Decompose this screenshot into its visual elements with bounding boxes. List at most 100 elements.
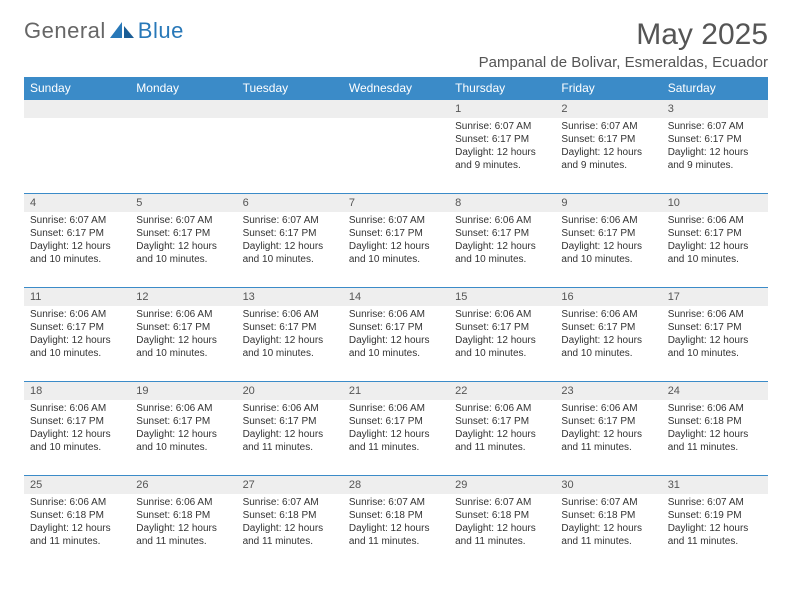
day-number-row (24, 100, 130, 118)
daylight-text: Daylight: 12 hours and 9 minutes. (561, 146, 655, 172)
calendar-day-cell: 5Sunrise: 6:07 AMSunset: 6:17 PMDaylight… (130, 194, 236, 288)
day-details: Sunrise: 6:07 AMSunset: 6:18 PMDaylight:… (237, 494, 343, 552)
logo-text-general: General (24, 18, 106, 44)
calendar-header-row: Sunday Monday Tuesday Wednesday Thursday… (24, 77, 768, 100)
daylight-text: Daylight: 12 hours and 10 minutes. (136, 428, 230, 454)
weekday-header: Friday (555, 77, 661, 100)
daylight-text: Daylight: 12 hours and 9 minutes. (668, 146, 762, 172)
daylight-text: Daylight: 12 hours and 10 minutes. (243, 334, 337, 360)
day-details: Sunrise: 6:07 AMSunset: 6:17 PMDaylight:… (24, 212, 130, 270)
calendar-day-cell: 27Sunrise: 6:07 AMSunset: 6:18 PMDayligh… (237, 476, 343, 570)
sunset-text: Sunset: 6:18 PM (349, 509, 443, 522)
day-number: 6 (237, 194, 343, 212)
sunset-text: Sunset: 6:17 PM (243, 321, 337, 334)
sunset-text: Sunset: 6:18 PM (455, 509, 549, 522)
day-number: 31 (662, 476, 768, 494)
sunset-text: Sunset: 6:17 PM (30, 321, 124, 334)
calendar-table: Sunday Monday Tuesday Wednesday Thursday… (24, 77, 768, 570)
sunrise-text: Sunrise: 6:07 AM (243, 496, 337, 509)
day-number: 15 (449, 288, 555, 306)
day-number: 10 (662, 194, 768, 212)
sunrise-text: Sunrise: 6:06 AM (30, 308, 124, 321)
day-details: Sunrise: 6:06 AMSunset: 6:17 PMDaylight:… (555, 212, 661, 270)
sunrise-text: Sunrise: 6:07 AM (30, 214, 124, 227)
day-details: Sunrise: 6:06 AMSunset: 6:17 PMDaylight:… (130, 306, 236, 364)
sunset-text: Sunset: 6:17 PM (561, 415, 655, 428)
weekday-header: Saturday (662, 77, 768, 100)
sunrise-text: Sunrise: 6:07 AM (243, 214, 337, 227)
daylight-text: Daylight: 12 hours and 10 minutes. (455, 240, 549, 266)
daylight-text: Daylight: 12 hours and 11 minutes. (349, 522, 443, 548)
daylight-text: Daylight: 12 hours and 9 minutes. (455, 146, 549, 172)
calendar-day-cell: 22Sunrise: 6:06 AMSunset: 6:17 PMDayligh… (449, 382, 555, 476)
calendar-day-cell: 2Sunrise: 6:07 AMSunset: 6:17 PMDaylight… (555, 100, 661, 194)
weekday-header: Monday (130, 77, 236, 100)
day-details: Sunrise: 6:06 AMSunset: 6:17 PMDaylight:… (449, 306, 555, 364)
calendar-day-cell: 14Sunrise: 6:06 AMSunset: 6:17 PMDayligh… (343, 288, 449, 382)
location: Pampanal de Bolivar, Esmeraldas, Ecuador (479, 54, 768, 71)
calendar-day-cell: 8Sunrise: 6:06 AMSunset: 6:17 PMDaylight… (449, 194, 555, 288)
day-number: 23 (555, 382, 661, 400)
daylight-text: Daylight: 12 hours and 10 minutes. (561, 334, 655, 360)
day-number-row (130, 100, 236, 118)
daylight-text: Daylight: 12 hours and 11 minutes. (668, 522, 762, 548)
daylight-text: Daylight: 12 hours and 11 minutes. (455, 428, 549, 454)
sunset-text: Sunset: 6:17 PM (455, 415, 549, 428)
day-details: Sunrise: 6:07 AMSunset: 6:17 PMDaylight:… (237, 212, 343, 270)
sunset-text: Sunset: 6:17 PM (136, 321, 230, 334)
sunrise-text: Sunrise: 6:07 AM (349, 214, 443, 227)
day-details: Sunrise: 6:06 AMSunset: 6:18 PMDaylight:… (130, 494, 236, 552)
calendar-day-cell: 23Sunrise: 6:06 AMSunset: 6:17 PMDayligh… (555, 382, 661, 476)
day-number: 4 (24, 194, 130, 212)
sunset-text: Sunset: 6:18 PM (668, 415, 762, 428)
day-number: 1 (449, 100, 555, 118)
sunrise-text: Sunrise: 6:06 AM (136, 308, 230, 321)
day-number: 16 (555, 288, 661, 306)
day-details: Sunrise: 6:06 AMSunset: 6:17 PMDaylight:… (24, 400, 130, 458)
daylight-text: Daylight: 12 hours and 10 minutes. (243, 240, 337, 266)
day-details: Sunrise: 6:06 AMSunset: 6:17 PMDaylight:… (343, 400, 449, 458)
sunset-text: Sunset: 6:17 PM (136, 415, 230, 428)
month-title: May 2025 (479, 18, 768, 52)
sunset-text: Sunset: 6:17 PM (561, 321, 655, 334)
daylight-text: Daylight: 12 hours and 10 minutes. (30, 240, 124, 266)
sunrise-text: Sunrise: 6:06 AM (455, 214, 549, 227)
calendar-day-cell: 19Sunrise: 6:06 AMSunset: 6:17 PMDayligh… (130, 382, 236, 476)
sunrise-text: Sunrise: 6:07 AM (136, 214, 230, 227)
daylight-text: Daylight: 12 hours and 10 minutes. (561, 240, 655, 266)
day-number: 25 (24, 476, 130, 494)
day-details: Sunrise: 6:06 AMSunset: 6:17 PMDaylight:… (662, 306, 768, 364)
sunset-text: Sunset: 6:17 PM (668, 133, 762, 146)
sunset-text: Sunset: 6:17 PM (30, 227, 124, 240)
calendar-day-cell: 11Sunrise: 6:06 AMSunset: 6:17 PMDayligh… (24, 288, 130, 382)
sunrise-text: Sunrise: 6:06 AM (243, 402, 337, 415)
daylight-text: Daylight: 12 hours and 11 minutes. (243, 522, 337, 548)
daylight-text: Daylight: 12 hours and 10 minutes. (349, 240, 443, 266)
sunset-text: Sunset: 6:17 PM (136, 227, 230, 240)
calendar-day-cell (24, 100, 130, 194)
daylight-text: Daylight: 12 hours and 11 minutes. (561, 428, 655, 454)
sunrise-text: Sunrise: 6:07 AM (455, 496, 549, 509)
calendar-day-cell: 29Sunrise: 6:07 AMSunset: 6:18 PMDayligh… (449, 476, 555, 570)
day-details: Sunrise: 6:07 AMSunset: 6:17 PMDaylight:… (662, 118, 768, 176)
daylight-text: Daylight: 12 hours and 11 minutes. (136, 522, 230, 548)
daylight-text: Daylight: 12 hours and 11 minutes. (243, 428, 337, 454)
sunrise-text: Sunrise: 6:06 AM (136, 402, 230, 415)
day-number: 24 (662, 382, 768, 400)
day-number: 20 (237, 382, 343, 400)
daylight-text: Daylight: 12 hours and 11 minutes. (349, 428, 443, 454)
day-details: Sunrise: 6:07 AMSunset: 6:18 PMDaylight:… (449, 494, 555, 552)
calendar-day-cell: 12Sunrise: 6:06 AMSunset: 6:17 PMDayligh… (130, 288, 236, 382)
daylight-text: Daylight: 12 hours and 10 minutes. (30, 428, 124, 454)
sunrise-text: Sunrise: 6:06 AM (668, 402, 762, 415)
sunrise-text: Sunrise: 6:06 AM (30, 402, 124, 415)
logo-sail-icon (110, 22, 136, 40)
day-details: Sunrise: 6:06 AMSunset: 6:17 PMDaylight:… (449, 400, 555, 458)
day-number: 30 (555, 476, 661, 494)
daylight-text: Daylight: 12 hours and 11 minutes. (561, 522, 655, 548)
day-details: Sunrise: 6:07 AMSunset: 6:17 PMDaylight:… (555, 118, 661, 176)
sunset-text: Sunset: 6:17 PM (455, 227, 549, 240)
logo-text-blue: Blue (138, 18, 184, 44)
day-number-row (237, 100, 343, 118)
sunset-text: Sunset: 6:17 PM (455, 321, 549, 334)
